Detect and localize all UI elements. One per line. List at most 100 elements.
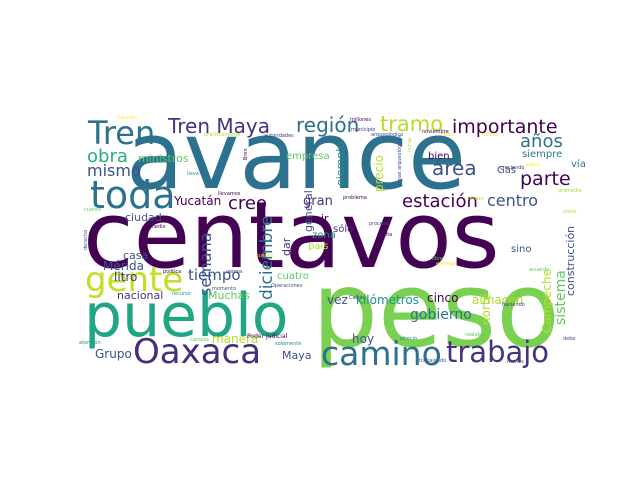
word: Maya: [282, 349, 312, 362]
word: peso: [312, 249, 560, 371]
word: Operaciones: [271, 283, 303, 289]
word: centro: [487, 191, 539, 210]
word: iniciar: [407, 136, 413, 152]
word: gran: [303, 194, 333, 209]
word: años: [520, 131, 563, 152]
word: precio: [372, 155, 386, 192]
word: área: [432, 156, 477, 180]
word: ministros: [138, 152, 189, 165]
word: cuenta: [256, 253, 274, 259]
word: falta: [381, 232, 393, 238]
word: atención: [79, 340, 101, 346]
word: municipio: [351, 127, 376, 133]
word: haciendo: [502, 302, 525, 308]
word: zona: [312, 230, 336, 241]
word: ejemplo: [334, 141, 347, 186]
word: problema: [343, 195, 367, 201]
word: cuanto: [84, 207, 102, 213]
word: sino: [511, 244, 532, 255]
word: cinco: [427, 291, 459, 305]
word: llevamos: [218, 191, 241, 197]
word: sólo: [333, 224, 354, 235]
word: Mérida: [103, 259, 144, 273]
word: acuerdo: [529, 267, 550, 273]
word: libre: [432, 256, 443, 262]
word: Bren: [243, 148, 249, 160]
word: hoy: [352, 332, 375, 346]
word: parte: [520, 168, 571, 190]
word: gobierno: [410, 307, 472, 323]
word: kilómetros: [356, 293, 419, 307]
word: sistema: [553, 270, 569, 325]
word: obra: [87, 146, 128, 167]
word: solamente: [275, 341, 302, 347]
word: creo: [228, 193, 267, 214]
word: realidad: [465, 332, 486, 338]
word: creciendo: [500, 165, 525, 171]
word: entrega: [436, 261, 456, 267]
word: nacional: [117, 289, 164, 302]
word: proceso: [369, 221, 389, 227]
word: trabajo: [446, 335, 550, 369]
word: centavos: [83, 182, 500, 289]
word: promedio: [558, 188, 582, 194]
word: Canción: [117, 115, 138, 121]
word: mismo: [87, 161, 141, 180]
word: Campeche: [540, 268, 554, 333]
word: bien: [428, 151, 450, 162]
word: zonas arqueológicas: [397, 134, 403, 186]
word: ciudad: [125, 211, 162, 224]
word: autoridades: [264, 133, 294, 139]
word: sigue: [526, 162, 540, 168]
word: vez: [327, 293, 348, 307]
word: ofreció: [400, 336, 418, 342]
word: costo: [563, 209, 577, 215]
word: lleva: [187, 171, 199, 177]
word: tiempo: [188, 266, 241, 284]
word: arqueológico: [371, 132, 404, 138]
word: trabajando: [419, 358, 447, 364]
word: pueblo: [84, 281, 289, 351]
word: vemos: [226, 269, 243, 275]
word: menos: [507, 359, 524, 365]
word: región: [296, 113, 360, 137]
word: Poder Judicial: [247, 333, 288, 340]
word: toda: [90, 173, 176, 217]
word: litro: [114, 270, 138, 284]
word: tramo: [380, 112, 444, 136]
word: Grupo: [95, 347, 132, 361]
word: Tren: [88, 114, 156, 152]
word: cuatro: [277, 271, 309, 282]
word: Gas: [497, 165, 517, 176]
word: derecho: [83, 229, 89, 250]
word: empresa: [286, 151, 330, 162]
word: dinero: [468, 196, 484, 202]
word: país: [308, 241, 329, 252]
word: cada: [441, 132, 454, 138]
word: Oaxaca: [133, 332, 262, 372]
word: vía: [571, 159, 586, 170]
word: millones: [350, 117, 371, 123]
word: Tren Maya: [168, 114, 271, 138]
word: siempre: [522, 149, 563, 160]
word: camino: [321, 334, 442, 373]
word: dar: [280, 237, 293, 256]
word: Calkini: [349, 295, 366, 301]
word: Muchas: [208, 289, 250, 302]
word: recurso: [172, 291, 191, 297]
word: momento: [212, 286, 237, 292]
word: estación: [402, 191, 478, 212]
word: casa: [123, 249, 149, 262]
word: debe: [563, 336, 576, 342]
word: ir: [321, 212, 329, 225]
word: almacén: [472, 293, 524, 307]
word: avance: [126, 102, 466, 211]
word: medio: [150, 224, 166, 230]
word: noviembre: [422, 129, 449, 135]
word: prácticamente: [204, 132, 241, 138]
word: manera: [212, 332, 259, 346]
word: camota: [190, 337, 209, 343]
word: importante: [452, 116, 558, 138]
word: Yucatán: [174, 194, 222, 208]
